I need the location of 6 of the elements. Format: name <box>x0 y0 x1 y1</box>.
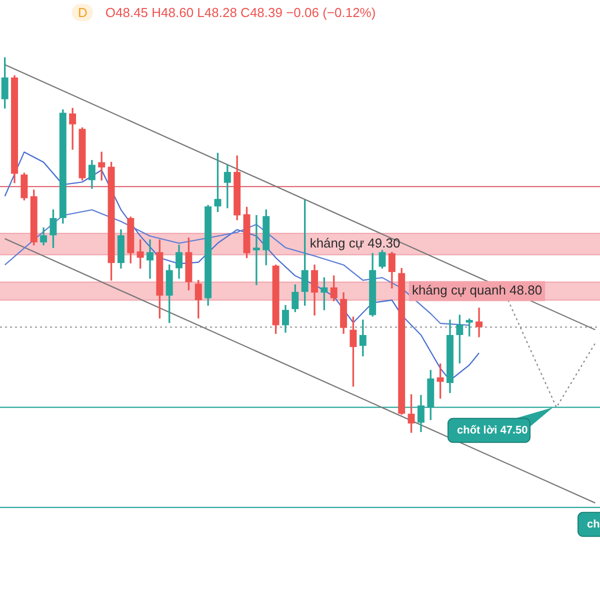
band-label: kháng cự 49.30 <box>310 236 400 251</box>
ref-line-label: ch <box>587 518 600 530</box>
text: D <box>72 4 94 21</box>
text: O48.45 H48.60 L48.28 C48.39 −0.06 (−0.12%) <box>105 5 376 20</box>
legend-label: chốt lời 47.50 <box>457 424 528 436</box>
band-label: kháng cự quanh 48.80 <box>412 282 542 298</box>
